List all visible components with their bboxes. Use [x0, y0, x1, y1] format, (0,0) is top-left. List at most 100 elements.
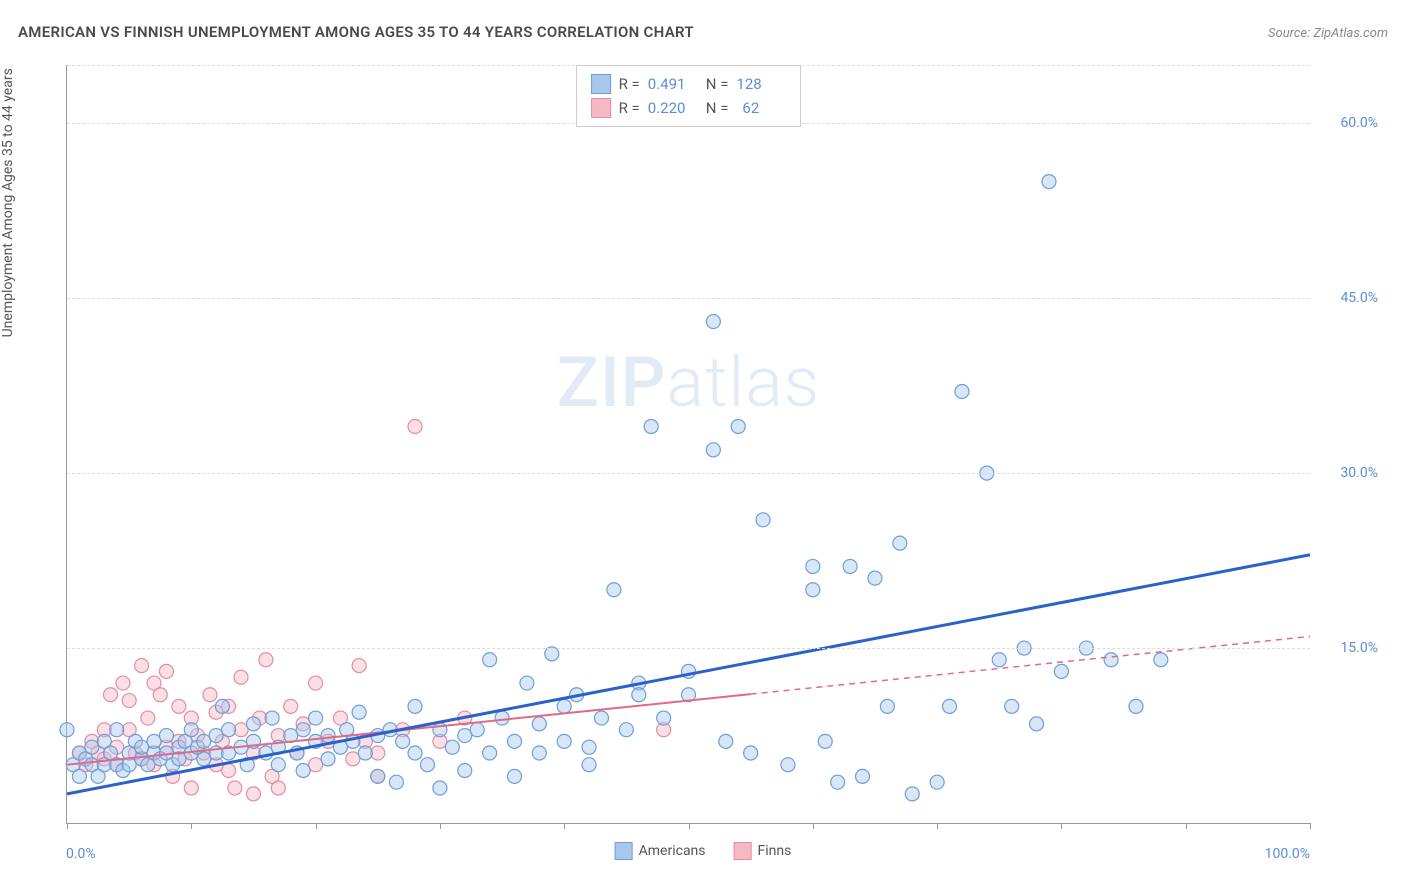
- data-point: [868, 571, 882, 585]
- data-point: [706, 443, 720, 457]
- data-point: [557, 734, 571, 748]
- r-value-americans: 0.491: [648, 75, 698, 93]
- bottom-legend: Americans Finns: [615, 842, 792, 860]
- data-point: [818, 734, 832, 748]
- data-point: [893, 536, 907, 550]
- r-value-finns: 0.220: [648, 99, 698, 117]
- data-point: [246, 717, 260, 731]
- data-point: [358, 746, 372, 760]
- data-point: [781, 758, 795, 772]
- data-point: [271, 781, 285, 795]
- data-point: [321, 729, 335, 743]
- data-point: [396, 734, 410, 748]
- data-point: [259, 653, 273, 667]
- data-point: [389, 775, 403, 789]
- x-tick-start: 0.0%: [66, 846, 96, 862]
- n-value-americans: 128: [736, 75, 786, 93]
- n-value-finns: 62: [736, 99, 786, 117]
- data-point: [60, 723, 74, 737]
- data-point: [284, 699, 298, 713]
- swatch-icon: [591, 98, 611, 118]
- data-point: [943, 699, 957, 713]
- swatch-icon: [591, 74, 611, 94]
- data-point: [234, 670, 248, 684]
- stats-row-americans: R = 0.491 N = 128: [591, 72, 787, 96]
- data-point: [265, 711, 279, 725]
- y-tick-label: 45.0%: [1340, 290, 1378, 306]
- data-point: [470, 723, 484, 737]
- data-point: [309, 676, 323, 690]
- y-tick-label: 15.0%: [1340, 640, 1378, 656]
- data-point: [880, 699, 894, 713]
- r-label: R =: [619, 75, 640, 93]
- data-point: [557, 699, 571, 713]
- data-point: [445, 740, 459, 754]
- legend-item-americans: Americans: [615, 842, 706, 860]
- source-prefix: Source:: [1268, 26, 1313, 41]
- data-point: [122, 694, 136, 708]
- data-point: [731, 420, 745, 434]
- data-point: [222, 764, 236, 778]
- scatter-plot: [67, 65, 1310, 823]
- data-point: [321, 752, 335, 766]
- data-point: [135, 659, 149, 673]
- data-point: [843, 559, 857, 573]
- data-point: [371, 769, 385, 783]
- data-point: [408, 699, 422, 713]
- n-label: N =: [706, 75, 729, 93]
- legend-label-americans: Americans: [639, 843, 706, 859]
- data-point: [352, 705, 366, 719]
- data-point: [756, 513, 770, 527]
- data-point: [806, 559, 820, 573]
- data-point: [222, 723, 236, 737]
- data-point: [582, 758, 596, 772]
- data-point: [719, 734, 733, 748]
- data-point: [657, 711, 671, 725]
- data-point: [483, 746, 497, 760]
- data-point: [1042, 175, 1056, 189]
- stats-row-finns: R = 0.220 N = 62: [591, 96, 787, 120]
- data-point: [930, 775, 944, 789]
- correlation-stats-box: R = 0.491 N = 128 R = 0.220 N = 62: [576, 65, 802, 127]
- data-point: [110, 723, 124, 737]
- data-point: [856, 769, 870, 783]
- data-point: [706, 315, 720, 329]
- plot-area: R = 0.491 N = 128 R = 0.220 N = 62 ZIPat…: [66, 65, 1310, 824]
- data-point: [1054, 664, 1068, 678]
- data-point: [532, 717, 546, 731]
- data-point: [1129, 699, 1143, 713]
- data-point: [116, 676, 130, 690]
- legend-item-finns: Finns: [734, 842, 792, 860]
- data-point: [1104, 653, 1118, 667]
- data-point: [520, 676, 534, 690]
- data-point: [632, 688, 646, 702]
- data-point: [644, 420, 658, 434]
- data-point: [507, 769, 521, 783]
- data-point: [955, 385, 969, 399]
- data-point: [905, 787, 919, 801]
- data-point: [271, 758, 285, 772]
- data-point: [420, 758, 434, 772]
- data-point: [458, 764, 472, 778]
- y-tick-label: 30.0%: [1340, 465, 1378, 481]
- y-axis-label: Unemployment Among Ages 35 to 44 years: [0, 68, 16, 337]
- y-tick-label: 60.0%: [1340, 115, 1378, 131]
- data-point: [296, 723, 310, 737]
- source-name: ZipAtlas.com: [1313, 26, 1388, 41]
- trend-line: [67, 555, 1310, 794]
- data-point: [831, 775, 845, 789]
- data-point: [532, 746, 546, 760]
- data-point: [1154, 653, 1168, 667]
- data-point: [141, 711, 155, 725]
- data-point: [296, 764, 310, 778]
- data-point: [309, 711, 323, 725]
- data-point: [806, 583, 820, 597]
- data-point: [246, 787, 260, 801]
- data-point: [159, 729, 173, 743]
- data-point: [159, 664, 173, 678]
- r-label: R =: [619, 99, 640, 117]
- data-point: [203, 688, 217, 702]
- data-point: [104, 688, 118, 702]
- swatch-icon: [734, 842, 752, 860]
- data-point: [992, 653, 1006, 667]
